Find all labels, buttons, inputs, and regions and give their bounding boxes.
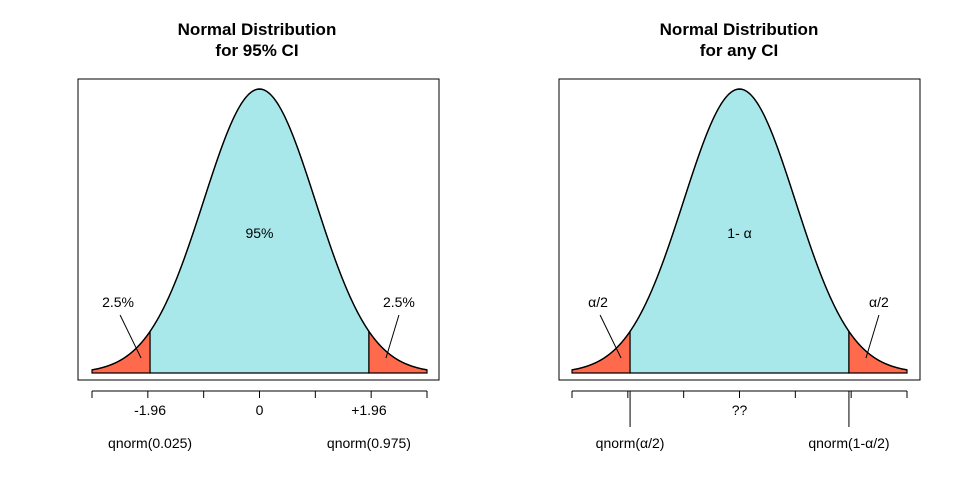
plot-frame [77,78,440,381]
x-axis: -1.96 0 +1.96 [91,390,428,418]
left-tail-leader [599,314,622,359]
left-tail-area [571,329,631,374]
bottom-right-label: qnorm(0.975) [327,435,411,451]
plot-frame [558,78,921,381]
chart-title-line-1: Normal Distribution [660,20,819,39]
panel-2: Normal Distribution for any CI ?? 1- α α… [558,20,921,451]
panel-1: Normal Distribution for 95% CI -1.96 0 +1.… [77,20,440,451]
right-tail-area [848,329,908,374]
tick-label: -1.96 [134,402,166,418]
left-tail-label: α/2 [588,294,608,310]
density-curve [571,88,908,371]
bottom-right-label: qnorm(1-α/2) [808,435,889,451]
tick-label: ?? [732,402,748,418]
left-tail-area [91,329,151,374]
right-tail-leader [865,314,880,359]
bottom-left-label: qnorm(0.025) [108,435,192,451]
left-tail-label: 2.5% [102,294,134,310]
plot-area [571,88,908,374]
density-curve [91,88,428,371]
bottom-left-label: qnorm(α/2) [596,435,665,451]
center-area-label: 1- α [727,225,751,241]
right-tail-label: α/2 [869,294,889,310]
tick-label: 0 [256,402,264,418]
x-axis: ?? [571,390,908,427]
tick-label: +1.96 [351,402,387,418]
right-tail-area [368,329,428,374]
left-tail-leader [119,314,142,359]
right-tail-label: 2.5% [383,294,415,310]
center-area-label: 95% [245,225,273,241]
chart-title-line-2: for any CI [700,41,778,60]
right-tail-leader [385,314,400,359]
plot-area [91,88,428,374]
chart-title-line-2: for 95% CI [215,41,298,60]
chart-title-line-1: Normal Distribution [178,20,337,39]
